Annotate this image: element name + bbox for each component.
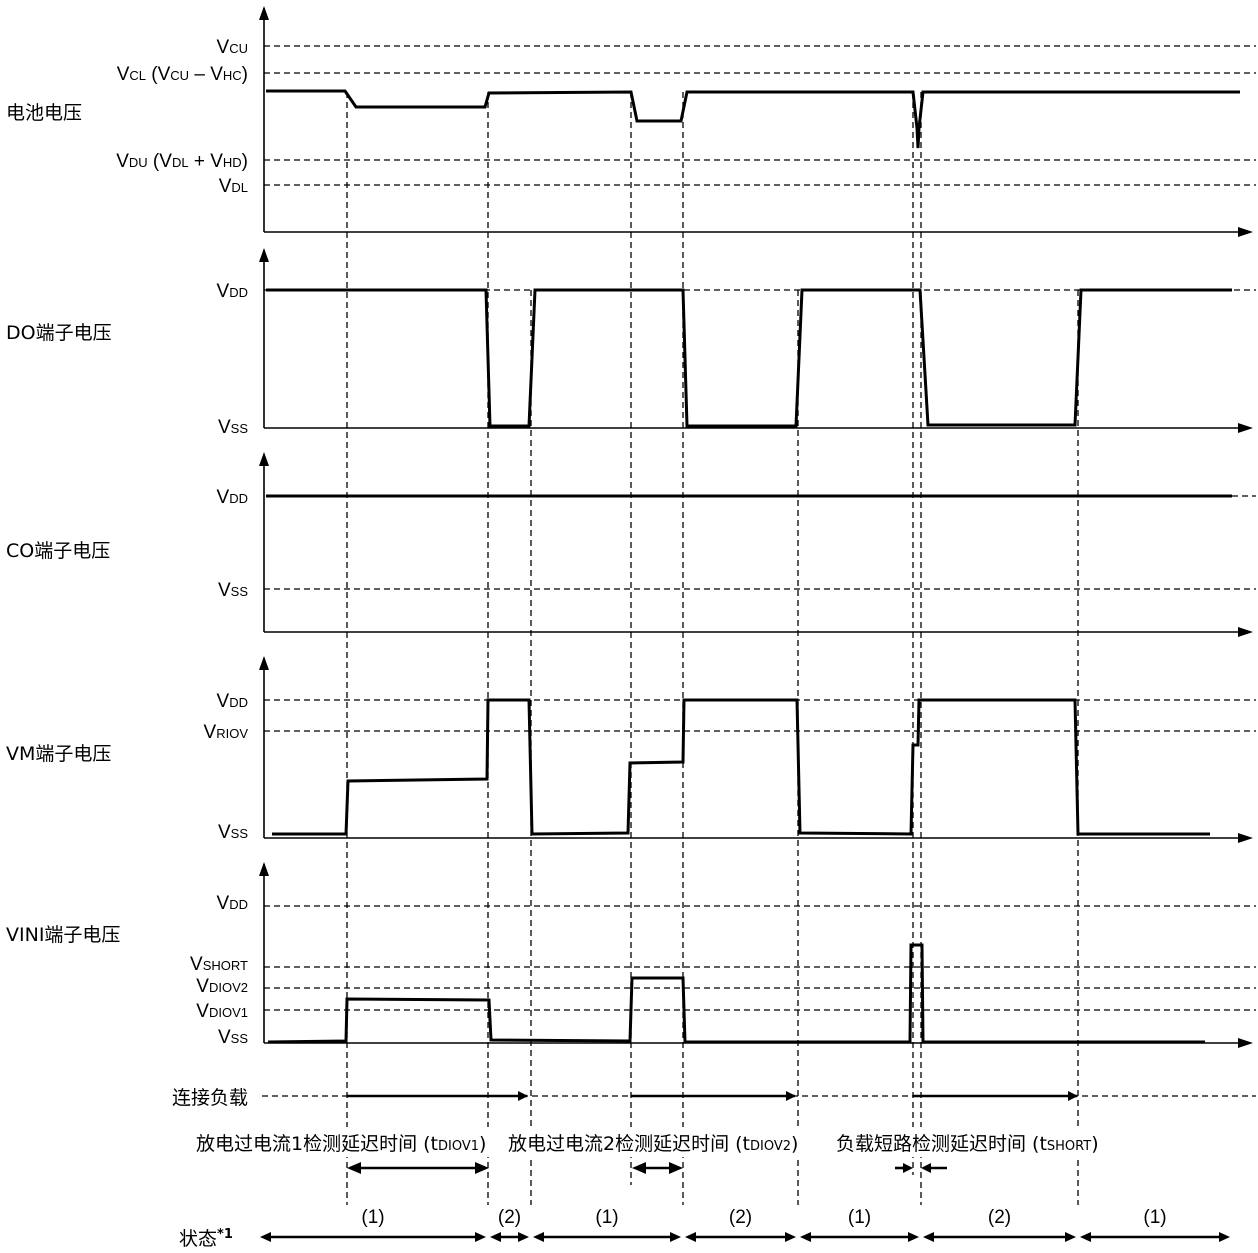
do-voltage-panel: DO端子电压 VDD VSS <box>6 248 1256 438</box>
battery-y-arrow <box>259 6 269 20</box>
vm-signal-label: VM端子电压 <box>6 743 111 765</box>
load-row-label: 连接负载 <box>172 1087 248 1109</box>
state-segment: (1) <box>1080 1207 1230 1242</box>
state-segment: (2) <box>685 1207 796 1242</box>
vini-signal-label: VINI端子电压 <box>6 924 120 946</box>
delay-span-1-left-head <box>347 1162 361 1174</box>
vini-x-arrow <box>1238 1038 1253 1048</box>
vini-vdiov1-label: VDIOV1 <box>196 1001 248 1022</box>
state-arrow-right-head <box>670 1232 681 1242</box>
delay-span-3-left-head <box>903 1163 913 1173</box>
vm-voltage-waveform <box>272 698 1210 836</box>
delay-label-1-bg <box>193 1127 493 1157</box>
co-signal-label: CO端子电压 <box>6 540 110 562</box>
do-y-arrow <box>259 248 269 262</box>
state-segments: (1) (2) (1) (2) (1) (2) (1) <box>260 1207 1230 1242</box>
state-arrow-left-head <box>533 1232 544 1242</box>
do-vdd-label: VDD <box>217 281 248 302</box>
delay-annotations: 放电过电流1检测延迟时间 (tDIOV1) 放电过电流2检测延迟时间 (tDIO… <box>193 1127 1125 1174</box>
state-arrow-left-head <box>260 1232 271 1242</box>
state-row: 状态*1 (1) (2) (1) (2) (1) (2) (1) <box>179 1207 1230 1250</box>
vini-voltage-waveform <box>267 943 1205 1044</box>
vm-x-arrow <box>1238 833 1253 843</box>
state-arrow-right-head <box>518 1232 529 1242</box>
state-arrow-right-head <box>785 1232 796 1242</box>
vm-y-arrow <box>259 656 269 670</box>
vini-vdd-label: VDD <box>217 893 248 914</box>
vm-voltage-panel: VM端子电压 VDD VRIOV VSS <box>6 656 1256 843</box>
delay-span-2-left-head <box>632 1162 646 1174</box>
state-segment: (2) <box>923 1207 1076 1242</box>
state-arrow-right-head <box>908 1232 919 1242</box>
do-signal-label: DO端子电压 <box>6 322 112 344</box>
vini-vss-label: VSS <box>218 1027 248 1048</box>
vini-vshort-label: VSHORT <box>190 954 248 975</box>
state-segment: (1) <box>533 1207 681 1242</box>
delay-label-3: 负载短路检测延迟时间 (tSHORT) <box>836 1133 1099 1155</box>
event-guides <box>346 92 1079 1205</box>
co-vss-label: VSS <box>218 580 248 601</box>
vini-voltage-panel: VINI端子电压 VDD VSHORT VDIOV2 VDIOV1 VSS <box>6 862 1256 1048</box>
battery-vdl-label: VDL <box>219 176 248 197</box>
delay-label-2: 放电过电流2检测延迟时间 (tDIOV2) <box>508 1133 798 1155</box>
battery-vcl-label: VCL (VCU – VHC) <box>117 64 248 85</box>
co-y-arrow <box>259 452 269 466</box>
vini-y-arrow <box>259 862 269 876</box>
battery-vcu-label: VCU <box>217 37 248 58</box>
co-x-arrow <box>1238 627 1253 637</box>
state-arrow-left-head <box>490 1232 501 1242</box>
state-arrow-right-head <box>1065 1232 1076 1242</box>
state-label: (2) <box>498 1207 521 1228</box>
do-x-arrow <box>1238 423 1253 433</box>
vini-vdiov2-label: VDIOV2 <box>196 976 248 997</box>
state-arrow-left-head <box>923 1232 934 1242</box>
delay-label-1: 放电过电流1检测延迟时间 (tDIOV1) <box>196 1133 486 1155</box>
state-arrow-left-head <box>1080 1232 1091 1242</box>
battery-voltage-waveform <box>266 89 1240 149</box>
battery-signal-label: 电池电压 <box>6 102 82 124</box>
battery-vdu-label: VDU (VDL + VHD) <box>116 151 248 172</box>
delay-span-2-right-head <box>669 1162 683 1174</box>
state-segment: (2) <box>490 1207 529 1242</box>
state-segment: (1) <box>800 1207 919 1242</box>
do-voltage-waveform <box>266 288 1232 428</box>
battery-voltage-panel: 电池电压 VCU VCL (VCU – VHC) VDU (VDL + VHD)… <box>6 6 1256 237</box>
load-connection-row: 连接负载 <box>172 1087 1256 1109</box>
state-label: (2) <box>988 1207 1011 1228</box>
state-arrow-right-head <box>475 1232 486 1242</box>
state-label: (1) <box>361 1207 384 1228</box>
state-row-label: 状态*1 <box>179 1227 233 1250</box>
state-arrow-left-head <box>685 1232 696 1242</box>
delay-span-1-right-head <box>475 1162 489 1174</box>
state-label: (1) <box>595 1207 618 1228</box>
state-arrow-left-head <box>800 1232 811 1242</box>
delay-label-2-bg <box>505 1127 823 1157</box>
do-vss-label: VSS <box>218 417 248 438</box>
state-arrow-right-head <box>1219 1232 1230 1242</box>
co-vdd-label: VDD <box>217 487 248 508</box>
vm-vriov-label: VRIOV <box>204 722 249 743</box>
state-label: (1) <box>1143 1207 1166 1228</box>
vm-vss-label: VSS <box>218 822 248 843</box>
state-segment: (1) <box>260 1207 486 1242</box>
state-label: (1) <box>848 1207 871 1228</box>
battery-x-arrow <box>1238 227 1253 237</box>
delay-span-3-right-head <box>921 1163 931 1173</box>
vm-vdd-label: VDD <box>217 691 248 712</box>
delay-label-3-bg <box>833 1127 1125 1157</box>
co-voltage-panel: CO端子电压 VDD VSS <box>6 452 1256 637</box>
state-label: (2) <box>729 1207 752 1228</box>
